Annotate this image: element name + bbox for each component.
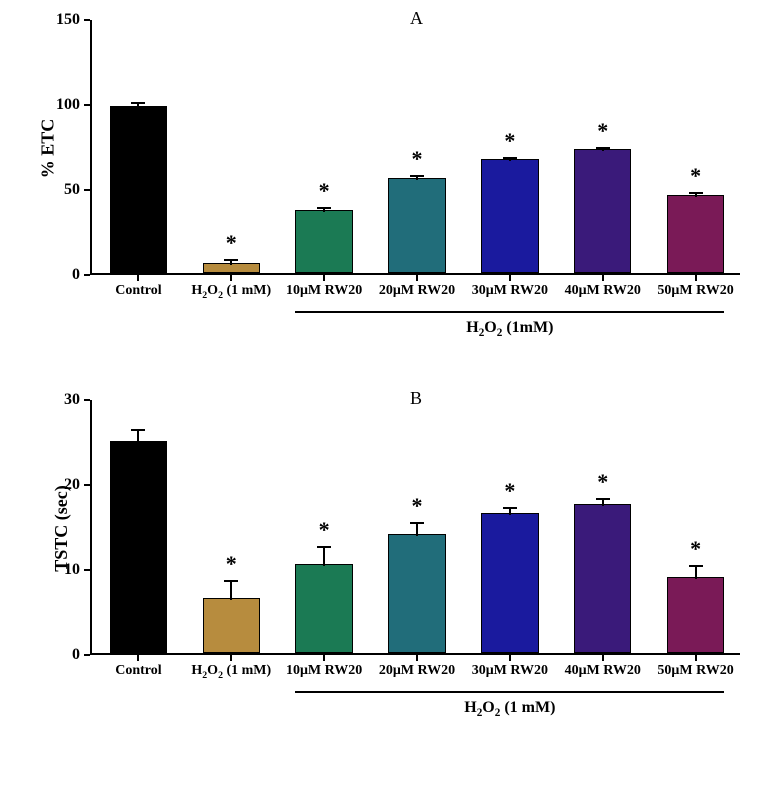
error-bar [602,499,604,506]
y-tick [84,569,90,571]
error-cap [131,429,145,431]
error-cap [131,102,145,104]
x-tick [602,655,604,661]
error-cap [317,207,331,209]
significance-star: * [690,536,701,562]
x-tick [695,655,697,661]
x-tick [695,275,697,281]
y-tick [84,274,90,276]
x-tick [230,655,232,661]
x-tick [230,275,232,281]
group-label: H2O2 (1 mM) [464,699,555,719]
y-tick-label: 50 [64,181,80,199]
y-tick [84,104,90,106]
x-tick-label: 40μM RW20 [565,663,641,679]
x-tick-label: 30μM RW20 [472,283,548,299]
group-bracket-line [295,691,724,693]
plot-area: 0102030Control*H2O2 (1 mM)*10μM RW20*20μ… [90,400,740,655]
x-tick [602,275,604,281]
x-tick-label: 40μM RW20 [565,283,641,299]
x-tick [509,275,511,281]
bar [574,149,632,273]
error-cap [689,565,703,567]
y-tick-label: 0 [72,266,80,284]
x-tick-label: H2O2 (1 mM) [191,283,271,301]
bar [295,210,353,273]
error-bar [416,523,418,536]
significance-star: * [319,517,330,543]
error-cap [503,157,517,159]
x-tick [416,275,418,281]
x-tick-label: 30μM RW20 [472,663,548,679]
significance-star: * [412,146,423,172]
y-tick-label: 30 [64,391,80,409]
x-tick-label: H2O2 (1 mM) [191,663,271,681]
error-cap [410,522,424,524]
y-tick-label: 100 [56,96,80,114]
group-bracket-line [295,311,724,313]
y-tick [84,399,90,401]
x-tick-label: 10μM RW20 [286,663,362,679]
x-tick-label: Control [115,663,161,679]
x-tick-label: 50μM RW20 [657,283,733,299]
y-axis-label: TSTC (sec) [51,485,72,572]
bar [481,159,539,273]
x-tick-label: 50μM RW20 [657,663,733,679]
error-cap [689,192,703,194]
error-cap [317,546,331,548]
bar [481,513,539,653]
y-tick [84,189,90,191]
x-tick-label: 20μM RW20 [379,283,455,299]
bar [203,598,261,653]
x-tick [323,655,325,661]
bar [110,441,168,654]
x-tick [137,275,139,281]
bar [110,106,168,273]
significance-star: * [504,478,515,504]
x-tick-label: 10μM RW20 [286,283,362,299]
y-tick-label: 150 [56,11,80,29]
y-tick [84,484,90,486]
error-cap [596,498,610,500]
x-tick [137,655,139,661]
x-tick-label: Control [115,283,161,299]
error-bar [323,547,325,566]
bar [667,577,725,654]
y-tick [84,19,90,21]
group-label: H2O2 (1mM) [466,319,553,339]
bar [295,564,353,653]
error-cap [224,580,238,582]
error-bar [137,430,139,443]
bar [388,534,446,653]
x-tick [509,655,511,661]
x-tick [323,275,325,281]
bar [574,504,632,653]
y-tick-label: 0 [72,646,80,664]
significance-star: * [226,551,237,577]
y-tick [84,654,90,656]
significance-star: * [319,178,330,204]
error-cap [410,175,424,177]
error-cap [224,259,238,261]
plot-area: 050100150Control*H2O2 (1 mM)*10μM RW20*2… [90,20,740,275]
significance-star: * [597,469,608,495]
error-cap [596,147,610,149]
significance-star: * [597,118,608,144]
significance-star: * [504,128,515,154]
significance-star: * [412,493,423,519]
x-tick-label: 20μM RW20 [379,663,455,679]
x-tick [416,655,418,661]
error-bar [695,566,697,579]
error-cap [503,507,517,509]
error-bar [509,508,511,515]
error-bar [230,581,232,600]
bar [667,195,725,273]
figure-container: A050100150Control*H2O2 (1 mM)*10μM RW20*… [0,0,768,789]
significance-star: * [226,230,237,256]
bar [388,178,446,273]
significance-star: * [690,163,701,189]
y-axis-label: % ETC [37,118,58,178]
